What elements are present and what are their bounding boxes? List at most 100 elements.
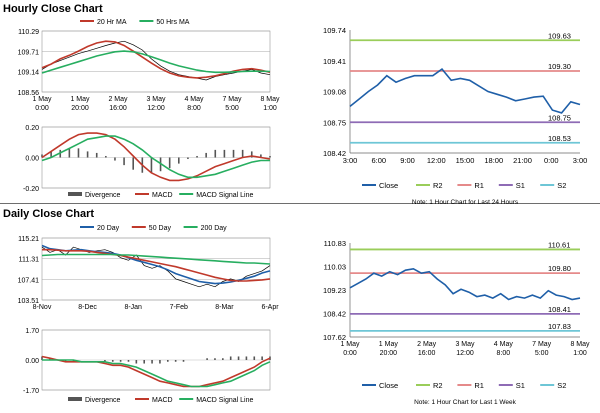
hourly-24h-chart: 109.63 109.30 108.75 108.53 109.74 109.41 109…: [323, 26, 588, 206]
x-tick-label: 9:00: [400, 156, 415, 165]
y-tick-label: 103.51: [18, 298, 40, 305]
y-tick-label: 111.31: [19, 257, 39, 264]
x-tick-label: 12:00: [427, 156, 446, 165]
legend-label: MACD Signal Line: [196, 192, 253, 199]
hourly-section-title: Hourly Close Chart: [3, 3, 103, 15]
x-tick-label: 8-Dec: [78, 304, 97, 311]
level-label: 108.53: [548, 134, 571, 143]
legend-label: 50 Day: [149, 225, 172, 232]
daily-macd-chart: 1.70 0.00 -1.70 Divergence MACD MACD Signal …: [23, 328, 271, 404]
y-tick-label: 109.23: [323, 286, 346, 295]
x-tick-label: 21:00: [513, 156, 532, 165]
chart-note: Note: 1 Hour Chart for Last 24 Hours: [412, 199, 519, 206]
series-close: [349, 68, 581, 114]
legend-label: Close: [379, 381, 398, 390]
level-label: 108.75: [548, 113, 571, 122]
legend-label: 20 Hr MA: [97, 19, 127, 26]
section-divider: [0, 203, 600, 204]
legend-label: S1: [516, 181, 525, 190]
x-tick-label: 8 May: [260, 96, 280, 103]
x-tick-label: 4 May: [494, 341, 514, 348]
legend-label: Close: [379, 181, 398, 190]
plot-frame: [41, 237, 271, 301]
level-label: 108.41: [548, 305, 571, 314]
x-tick-label: 8-Nov: [33, 304, 52, 311]
x-tick-label: 1:00: [573, 350, 587, 357]
y-tick-label: 110.03: [324, 263, 346, 272]
x-tick-label: 3 May: [146, 96, 166, 103]
y-tick-label: 110.29: [18, 29, 39, 36]
x-tick-label: 4 May: [184, 96, 204, 103]
x-tick-label: 3 May: [455, 341, 475, 348]
x-tick-label: 0:00: [544, 156, 559, 165]
series-close: [349, 267, 581, 301]
x-tick-label: 6:00: [371, 156, 386, 165]
y-tick-label: 109.71: [18, 49, 40, 56]
x-tick-label: 2 May: [417, 341, 437, 348]
x-tick-label: 1 May: [379, 341, 399, 348]
x-tick-label: 7-Feb: [170, 304, 188, 311]
series-200-day: [41, 253, 271, 265]
legend-label: 50 Hrs MA: [156, 19, 189, 26]
series-50-hrs-ma: [41, 50, 271, 74]
series-macd-signal-line: [41, 135, 270, 179]
legend-label: R1: [474, 381, 484, 390]
legend-label: Divergence: [85, 397, 121, 404]
y-tick-label: 110.83: [324, 239, 346, 248]
x-tick-label: 1 May: [32, 96, 52, 103]
level-label: 109.80: [548, 264, 571, 273]
daily-section-title: Daily Close Chart: [3, 208, 95, 220]
y-tick-label: -1.70: [23, 388, 39, 395]
legend-label: S2: [557, 181, 566, 190]
hourly-price-chart: 20 Hr MA 50 Hrs MA 110.29 109.71 109.14 108.…: [18, 19, 280, 112]
x-tick-label: 1:00: [263, 105, 277, 112]
plot-frame: [41, 30, 271, 93]
y-tick-label: 0.00: [25, 358, 39, 365]
legend-label: S2: [557, 381, 566, 390]
x-tick-label: 1 May: [70, 96, 90, 103]
hourly-macd-chart: 0.20 0.00 -0.20 Divergence MACD MACD Signal …: [23, 125, 271, 199]
series-macd: [41, 132, 271, 182]
x-tick-label: 15:00: [456, 156, 475, 165]
y-tick-label: 108.56: [18, 90, 40, 97]
x-tick-label: 0:00: [35, 105, 49, 112]
x-tick-label: 8-Mar: [215, 304, 234, 311]
x-tick-label: 2 May: [108, 96, 128, 103]
x-tick-label: 12:00: [147, 105, 165, 112]
x-tick-label: 6-Apr: [261, 304, 279, 311]
series-50-day: [42, 248, 271, 282]
y-tick-label: 109.41: [323, 57, 346, 66]
level-label: 109.30: [548, 62, 571, 71]
y-tick-label: 107.62: [323, 333, 346, 342]
y-tick-label: 109.08: [323, 88, 346, 97]
x-tick-label: 3:00: [573, 156, 588, 165]
x-tick-label: 20:00: [71, 105, 89, 112]
y-tick-label: 108.75: [323, 118, 346, 127]
series-macd-signal-line: [42, 359, 271, 388]
daily-price-chart: 20 Day 50 Day 200 Day 115.21 111.31 107.41 10…: [18, 225, 280, 311]
y-tick-label: -0.20: [23, 186, 39, 193]
daily-week-chart: 110.61 109.80 108.41 107.83 110.83 110.03 109…: [323, 239, 590, 406]
y-tick-label: 109.74: [323, 26, 346, 35]
legend-label: Divergence: [85, 192, 121, 199]
legend-label: MACD: [152, 192, 173, 199]
x-tick-label: 20:00: [380, 350, 398, 357]
x-tick-label: 8-Jan: [124, 304, 142, 311]
level-label: 107.83: [548, 322, 571, 331]
x-tick-label: 18:00: [484, 156, 503, 165]
legend-label: MACD: [152, 397, 173, 404]
x-tick-label: 1 May: [340, 341, 360, 348]
x-tick-label: 7 May: [222, 96, 242, 103]
x-tick-label: 0:00: [343, 350, 357, 357]
x-tick-label: 12:00: [456, 350, 474, 357]
x-tick-label: 7 May: [532, 341, 552, 348]
level-label: 110.61: [548, 240, 570, 249]
y-tick-label: 0.20: [25, 125, 39, 132]
y-tick-label: 108.42: [323, 149, 346, 158]
chart-note: Note: 1 Hour Chart for Last 1 Week: [414, 399, 517, 406]
x-tick-label: 5:00: [225, 105, 239, 112]
legend-label: R2: [433, 181, 443, 190]
legend-label: R1: [474, 181, 484, 190]
legend-label: 200 Day: [201, 225, 228, 232]
x-tick-label: 5:00: [535, 350, 549, 357]
